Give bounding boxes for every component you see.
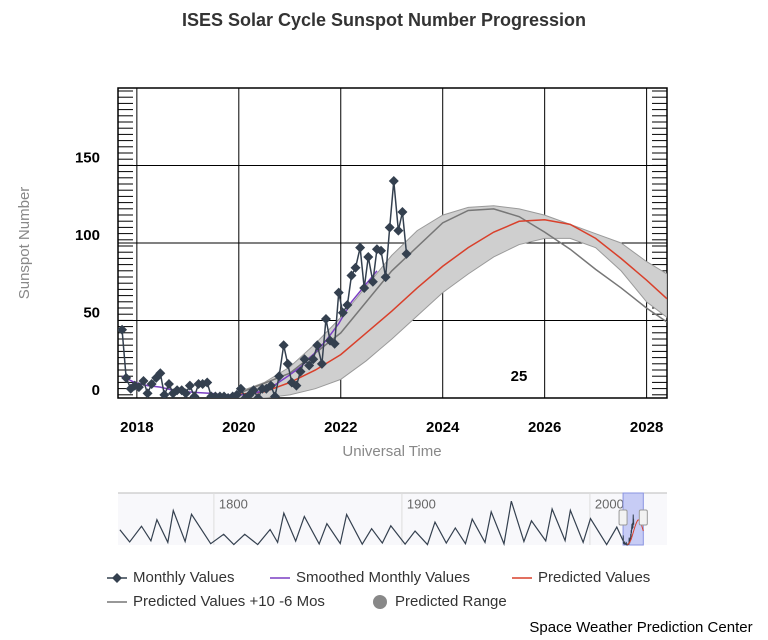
- data-point: [393, 225, 404, 236]
- data-point: [355, 242, 366, 253]
- data-point: [329, 338, 340, 349]
- data-point: [133, 382, 144, 393]
- x-tick-label: 2022: [324, 419, 357, 436]
- y-tick-label: 50: [83, 304, 100, 321]
- x-tick-label: 2018: [120, 419, 153, 436]
- data-point: [316, 358, 327, 369]
- navigator-handle[interactable]: [638, 509, 648, 526]
- data-point: [312, 340, 323, 351]
- data-point: [118, 324, 128, 335]
- data-point: [202, 377, 213, 388]
- data-point: [342, 300, 353, 310]
- navigator-tick-label: 1900: [407, 496, 436, 511]
- data-point: [308, 354, 319, 365]
- data-point: [244, 389, 255, 398]
- data-point: [138, 375, 149, 386]
- data-point: [359, 282, 370, 293]
- legend-item[interactable]: Monthly Values: [107, 569, 234, 586]
- data-point: [121, 372, 132, 383]
- data-point: [270, 391, 281, 398]
- data-point: [235, 383, 246, 394]
- data-point: [155, 368, 166, 379]
- x-tick-label: 2024: [426, 419, 460, 436]
- data-point: [401, 248, 412, 259]
- data-point: [159, 389, 170, 398]
- navigator-tick-label: 2000: [595, 496, 624, 511]
- data-point: [163, 379, 174, 390]
- legend-item[interactable]: Predicted Values: [512, 569, 650, 586]
- data-point: [180, 388, 191, 398]
- legend-label: Smoothed Monthly Values: [296, 569, 470, 586]
- data-point: [299, 354, 310, 365]
- legend-label: Predicted Range: [395, 593, 507, 610]
- data-point: [320, 313, 331, 324]
- legend-label: Predicted Values: [538, 569, 650, 586]
- data-point: [184, 380, 195, 391]
- data-point: [367, 276, 378, 287]
- data-point: [388, 176, 399, 186]
- data-point: [346, 270, 357, 281]
- legend-swatch: [112, 573, 122, 583]
- y-axis-title: Sunspot Number: [16, 187, 33, 300]
- plot-area: [118, 176, 667, 398]
- chart-title: ISES Solar Cycle Sunspot Number Progress…: [182, 10, 586, 30]
- data-point: [376, 245, 387, 256]
- legend-label: Monthly Values: [133, 569, 234, 586]
- minor-ticks: [118, 90, 667, 396]
- navigator-handle[interactable]: [618, 509, 628, 526]
- navigator-tick-label: 1800: [219, 496, 248, 511]
- data-point: [350, 262, 361, 273]
- y-tick-label: 150: [75, 149, 100, 166]
- credit: Space Weather Prediction Center: [529, 619, 752, 636]
- data-point: [168, 388, 179, 398]
- series-line: [233, 218, 667, 396]
- data-point: [274, 371, 285, 382]
- navigator-line: [119, 500, 624, 547]
- annotation: 25: [511, 368, 528, 385]
- data-point: [231, 389, 242, 398]
- plot-frame: [117, 87, 668, 399]
- data-point: [142, 388, 153, 398]
- legend-item[interactable]: Smoothed Monthly Values: [270, 569, 470, 586]
- legend-item[interactable]: Predicted Values +10 -6 Mos: [107, 593, 325, 610]
- range-band: [238, 205, 667, 398]
- series-line: [238, 208, 667, 395]
- legend-swatch: [373, 595, 387, 609]
- data-point: [265, 380, 276, 391]
- data-point: [397, 207, 408, 217]
- data-point: [380, 272, 391, 283]
- data-point: [282, 358, 293, 369]
- data-point: [291, 380, 302, 391]
- data-point: [384, 222, 395, 233]
- data-point: [189, 391, 200, 398]
- data-point: [295, 366, 306, 377]
- x-tick-label: 2020: [222, 419, 255, 436]
- data-point: [278, 340, 289, 351]
- x-tick-label: 2028: [630, 419, 663, 436]
- data-point: [248, 385, 259, 396]
- navigator-bg: [118, 493, 667, 545]
- legend-label: Predicted Values +10 -6 Mos: [133, 593, 325, 610]
- data-point: [304, 360, 315, 371]
- data-point: [363, 251, 374, 262]
- y-tick-label: 100: [75, 227, 100, 244]
- legend-item[interactable]: Predicted Range: [373, 593, 507, 610]
- data-point: [333, 287, 344, 298]
- y-tick-label: 0: [92, 382, 100, 399]
- data-point: [146, 379, 157, 390]
- data-point: [337, 307, 348, 318]
- x-tick-label: 2026: [528, 419, 561, 436]
- x-axis-title: Universal Time: [342, 443, 441, 460]
- data-point: [253, 393, 264, 398]
